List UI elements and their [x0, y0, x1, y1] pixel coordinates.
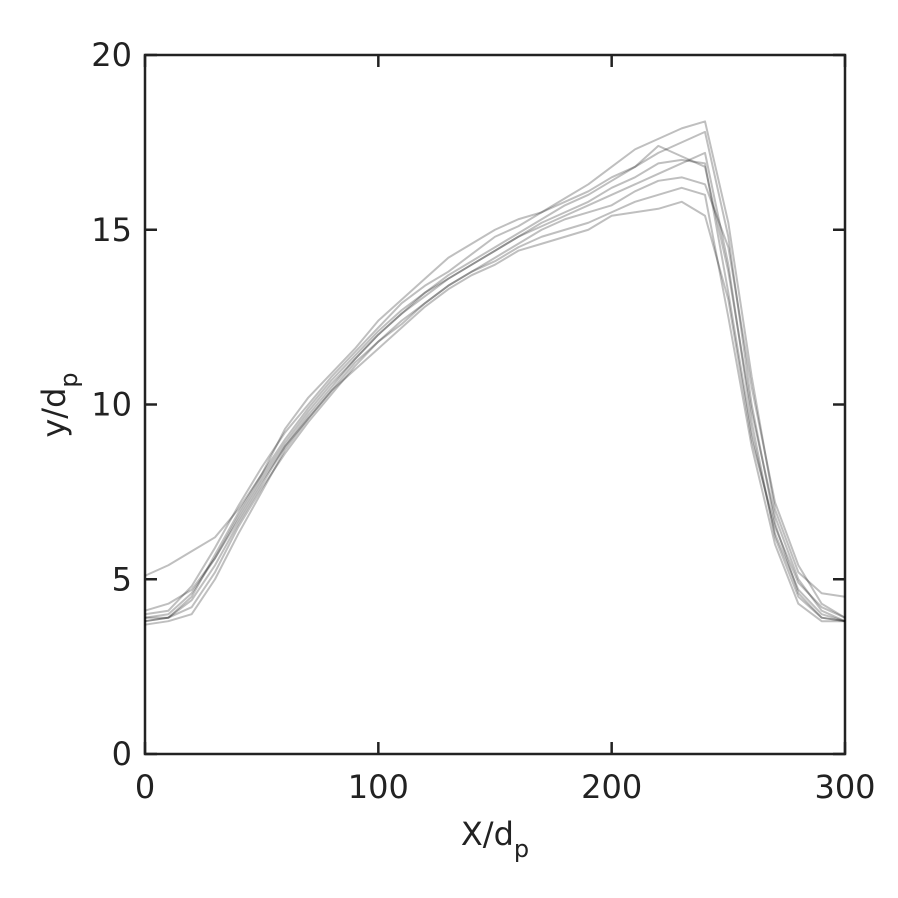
- y-axis-label: y/dp: [35, 372, 83, 437]
- data-line: [144, 200, 846, 626]
- y-tick-label: 15: [91, 211, 132, 249]
- data-line: [144, 144, 846, 623]
- data-line: [145, 176, 846, 619]
- data-line: [144, 130, 846, 623]
- x-axis-label: X/dp: [461, 815, 529, 863]
- y-tick-label: 0: [112, 735, 132, 773]
- x-tick-label: 100: [348, 768, 409, 806]
- data-line: [144, 151, 846, 623]
- x-tick-label: 300: [814, 768, 875, 806]
- y-tick-label: 10: [91, 386, 132, 424]
- data-line: [144, 186, 845, 623]
- data-line: [144, 120, 846, 598]
- data-line: [144, 158, 846, 623]
- y-tick-label: 5: [112, 560, 132, 598]
- y-tick-label: 20: [91, 36, 132, 74]
- x-tick-label: 0: [135, 768, 155, 806]
- x-tick-label: 200: [581, 768, 642, 806]
- plot-frame: [143, 53, 847, 756]
